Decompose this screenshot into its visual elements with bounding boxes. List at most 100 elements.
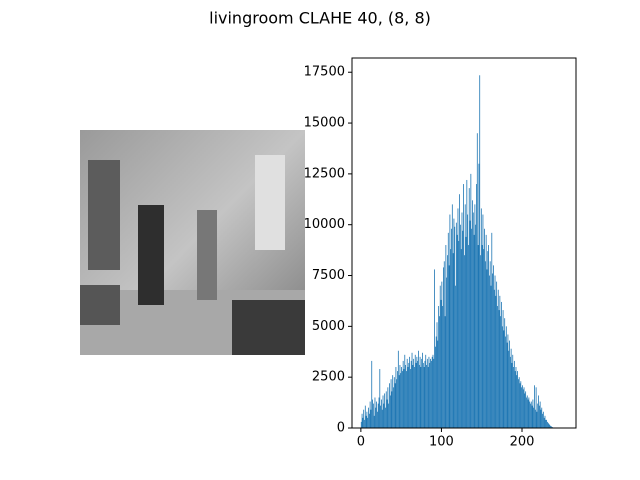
bar: [433, 358, 435, 428]
bar: [455, 285, 456, 428]
bar: [528, 397, 530, 428]
bar: [475, 224, 477, 428]
bar: [393, 377, 395, 428]
bar: [520, 381, 522, 428]
y-tick-label: 12500: [304, 166, 345, 181]
bar: [385, 391, 387, 428]
bar: [400, 373, 402, 428]
bar: [482, 214, 484, 428]
bar: [499, 295, 501, 428]
bar: [402, 360, 404, 428]
bar: [530, 401, 532, 428]
bar: [500, 316, 502, 428]
bar: [547, 422, 549, 428]
bar: [430, 360, 432, 428]
bar: [455, 222, 457, 428]
bar: [505, 326, 507, 428]
bar: [517, 379, 519, 428]
y-tick-label: 5000: [312, 319, 345, 334]
bar: [440, 299, 442, 428]
bar: [541, 407, 543, 428]
bar: [512, 354, 514, 428]
bar: [419, 356, 421, 428]
bar: [386, 399, 388, 428]
bar: [525, 391, 527, 428]
bar: [421, 358, 423, 428]
bar: [395, 367, 397, 428]
bar: [430, 358, 431, 428]
bar: [478, 163, 480, 428]
bar: [388, 403, 390, 428]
bar: [413, 358, 415, 428]
bar: [363, 409, 365, 428]
bar: [534, 409, 536, 428]
bar: [394, 383, 396, 428]
bar: [518, 377, 520, 428]
bar: [468, 188, 470, 428]
bar: [511, 362, 513, 428]
bar: [467, 214, 469, 428]
bar: [468, 245, 469, 428]
bar: [443, 261, 445, 428]
bar: [507, 334, 509, 428]
bar: [484, 228, 485, 428]
bar: [422, 362, 424, 428]
y-tick-label: 17500: [304, 65, 345, 80]
bar: [361, 413, 363, 428]
bar: [527, 399, 529, 428]
bar: [420, 367, 422, 428]
bar: [537, 403, 539, 428]
bar: [441, 281, 443, 428]
bar: [416, 356, 418, 428]
bar: [372, 403, 374, 428]
bar: [370, 409, 372, 428]
bar: [471, 228, 473, 428]
bar: [403, 369, 405, 428]
bar: [501, 326, 503, 428]
bar: [389, 383, 390, 428]
bar: [458, 240, 460, 428]
bar: [380, 405, 382, 428]
bar: [439, 285, 441, 428]
bar: [493, 289, 495, 428]
bar: [502, 310, 504, 428]
bar: [448, 265, 450, 428]
bar: [476, 184, 477, 428]
bar: [447, 232, 449, 428]
bar: [401, 371, 403, 428]
bar: [397, 371, 398, 428]
bar: [368, 413, 370, 428]
bar: [492, 273, 494, 428]
x-tick-label: 0: [357, 435, 365, 450]
bar: [428, 356, 430, 428]
bar: [375, 407, 377, 428]
bar: [451, 228, 452, 428]
bar: [523, 387, 525, 428]
bar: [526, 395, 528, 428]
bar: [461, 212, 463, 428]
bar: [476, 133, 478, 428]
bar: [508, 350, 510, 428]
bar: [374, 397, 376, 428]
bar: [431, 356, 433, 428]
bar: [360, 421, 362, 428]
bar: [378, 397, 380, 428]
bar: [470, 173, 472, 428]
bar: [469, 220, 471, 428]
bar: [385, 407, 386, 428]
bar: [504, 318, 506, 428]
bar: [551, 426, 552, 428]
bar: [538, 405, 540, 428]
bar: [418, 364, 420, 428]
y-tick-label: 7500: [312, 268, 345, 283]
bar: [514, 371, 516, 428]
bar: [519, 383, 521, 428]
bar: [498, 310, 500, 428]
bar: [474, 204, 476, 428]
bar: [505, 336, 506, 428]
bar: [390, 379, 392, 428]
bar: [417, 360, 419, 428]
bar: [450, 249, 452, 428]
bar: [410, 360, 412, 428]
